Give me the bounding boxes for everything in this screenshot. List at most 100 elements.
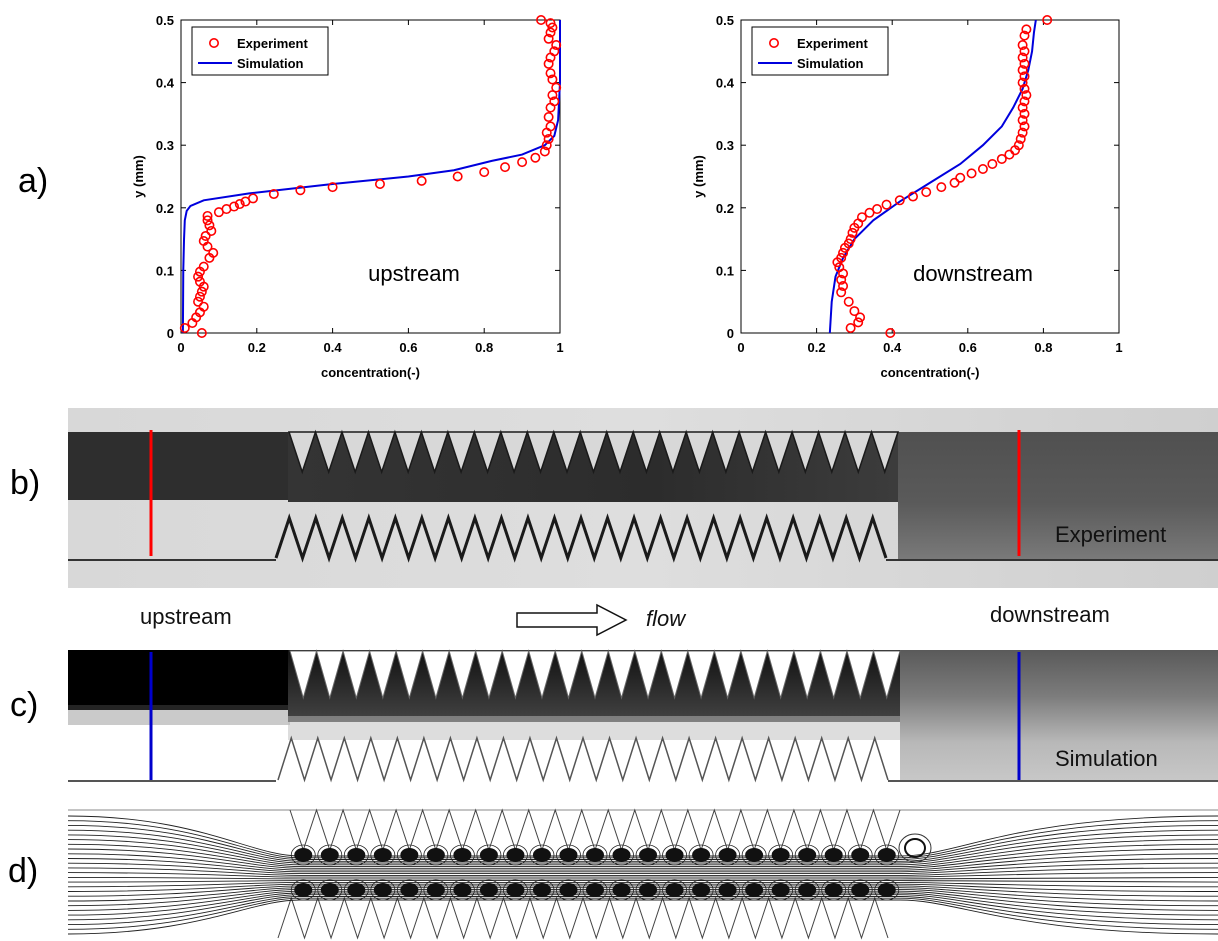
experiment-data-point: [949, 177, 960, 188]
experiment-data-point: [845, 322, 856, 333]
x-tick-label: 0.8: [1034, 340, 1052, 355]
experiment-data-point: [1021, 24, 1032, 35]
vortex-ring: [609, 844, 634, 866]
streamline: [67, 815, 1218, 857]
legend-experiment-marker: [768, 37, 779, 48]
vortex-ring: [794, 879, 820, 901]
experiment-data-point: [545, 121, 556, 132]
y-axis-label: y (mm): [691, 155, 706, 198]
experiment-data-point: [836, 287, 847, 298]
vortex: [506, 883, 525, 897]
vortex-ring: [847, 879, 873, 901]
vortex-ring: [556, 844, 581, 866]
y-tick-label: 0.2: [156, 201, 174, 216]
vortex: [426, 848, 445, 862]
experiment-data-point: [996, 153, 1007, 164]
x-tick-label: 1: [1115, 340, 1122, 355]
experiment-data-point: [881, 199, 892, 210]
experiment-data-point: [1019, 108, 1030, 119]
vortex-ring: [768, 879, 794, 901]
vortex-ring: [821, 844, 847, 866]
experiment-data-point: [196, 327, 207, 338]
vortex-ring: [821, 879, 847, 901]
experiment-data-point: [198, 301, 209, 312]
vortex: [877, 848, 896, 862]
vortex-ring: [741, 879, 767, 901]
streamline: [67, 881, 1218, 888]
vortex-ring: [635, 844, 661, 866]
experiment-data-point: [248, 193, 259, 204]
y-axis-label: y (mm): [131, 155, 146, 198]
experiment-data-point: [1017, 77, 1028, 88]
simulation-series-line: [181, 20, 561, 334]
vortex: [824, 848, 843, 862]
vortex-ring: [609, 879, 634, 901]
y-tick-label: 0.1: [156, 263, 174, 278]
vortex: [586, 883, 604, 897]
experiment-data-point: [200, 230, 211, 241]
vortex: [347, 883, 366, 897]
streamline: [67, 883, 1218, 892]
experiment-data-point: [1019, 83, 1030, 94]
experiment-data-point: [1013, 140, 1024, 151]
vortex-ring: [715, 844, 741, 866]
vortex: [639, 883, 658, 897]
y-tick-label: 0.1: [716, 263, 734, 278]
experiment-data-point: [194, 276, 205, 287]
chart-1: 0 0.2 0.4 0.6 0.8 1 0 0.1 0.2 0.3 0.4 0.5 concentrat…: [131, 13, 564, 380]
sim-upstream-interface: [68, 705, 290, 725]
y-tick-label: 0.4: [716, 76, 735, 91]
streamline: [67, 848, 1218, 869]
experiment-data-point: [193, 271, 204, 282]
vortex-ring: [290, 879, 316, 901]
vortex: [320, 883, 339, 897]
experiment-data-point: [894, 195, 905, 206]
experiment-data-point: [416, 175, 427, 186]
streamline: [67, 892, 1218, 916]
vortex: [612, 848, 631, 862]
vortex-ring: [874, 879, 900, 901]
downstream-mixed-region: [898, 432, 1218, 560]
vortex: [665, 848, 684, 862]
sim-downstream-region: [900, 650, 1218, 782]
chart-annotation: upstream: [368, 261, 460, 286]
streamline: [67, 896, 1218, 926]
experiment-data-point: [1017, 40, 1028, 51]
streamline: [67, 887, 1218, 902]
experiment-data-point: [1015, 133, 1026, 144]
x-tick-label: 0.6: [399, 340, 417, 355]
experiment-data-point: [838, 247, 849, 258]
vortex-ring: [370, 879, 396, 901]
experiment-data-point: [1019, 30, 1030, 41]
vortex-ring: [317, 844, 343, 866]
x-tick-label: 0.4: [883, 340, 902, 355]
vortex-ring: [688, 879, 714, 901]
simulation-top-teeth: [289, 649, 901, 700]
legend-box: [751, 26, 889, 76]
streamline: [67, 843, 1218, 868]
experiment-data-point: [864, 207, 875, 218]
vortex: [532, 883, 551, 897]
experiment-data-point: [845, 234, 856, 245]
vortex: [400, 848, 419, 862]
experiment-data-point: [500, 162, 511, 173]
experiment-bottom-teeth: [274, 513, 888, 563]
streamline: [67, 839, 1218, 866]
legend-simulation-label: Simulation: [797, 56, 864, 71]
experiment-data-point: [374, 179, 385, 190]
experiment-data-point: [847, 227, 858, 238]
downstream-label: downstream: [990, 602, 1110, 627]
recirculation-eddy: [904, 838, 926, 858]
experiment-data-point: [907, 191, 918, 202]
experiment-data-point: [208, 247, 219, 258]
vortex-ring: [688, 844, 714, 866]
experiment-data-point: [1017, 52, 1028, 63]
vortex-ring: [476, 879, 502, 901]
experiment-data-point: [843, 296, 854, 307]
experiment-data-point: [855, 312, 866, 323]
vortex: [877, 883, 896, 897]
experiment-data-point: [327, 182, 338, 193]
experiment-data-point: [196, 286, 207, 297]
vortex: [453, 883, 472, 897]
